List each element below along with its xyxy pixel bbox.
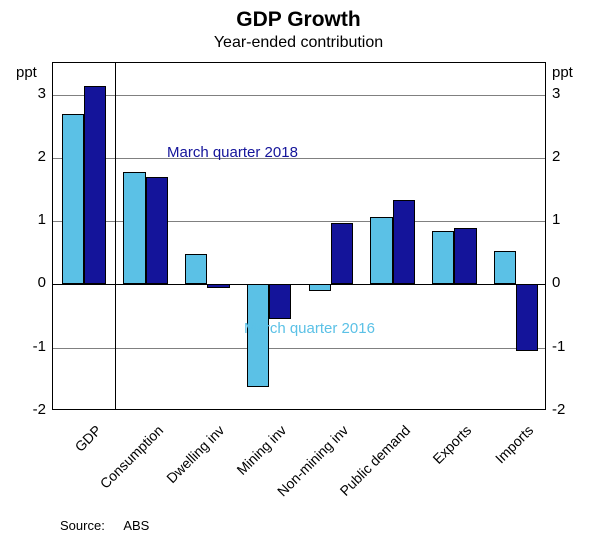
- category-separator: [115, 63, 116, 409]
- y-tick-left: 0: [22, 274, 46, 291]
- y-tick-right: 2: [552, 148, 560, 165]
- bar: [494, 251, 516, 285]
- bar: [185, 254, 207, 284]
- zero-axis: [53, 284, 545, 285]
- bar: [123, 172, 145, 285]
- bar: [393, 200, 415, 284]
- bar: [432, 231, 454, 285]
- y-unit-right: ppt: [552, 64, 573, 81]
- y-tick-left: 1: [22, 211, 46, 228]
- source-label: Source:: [60, 518, 105, 533]
- source-value: ABS: [123, 518, 149, 533]
- bar: [454, 228, 476, 285]
- y-tick-right: -2: [552, 401, 565, 418]
- y-tick-right: 0: [552, 274, 560, 291]
- y-tick-left: -2: [22, 401, 46, 418]
- chart-title: GDP Growth: [0, 0, 597, 32]
- y-tick-left: 2: [22, 148, 46, 165]
- y-unit-left: ppt: [16, 64, 37, 81]
- y-tick-right: 1: [552, 211, 560, 228]
- y-tick-right: -1: [552, 338, 565, 355]
- plot-area: [52, 62, 546, 410]
- y-tick-right: 3: [552, 85, 560, 102]
- bar: [84, 86, 106, 285]
- bar: [269, 284, 291, 319]
- series-label-2016: March quarter 2016: [244, 320, 375, 337]
- bar: [62, 114, 84, 285]
- bar: [516, 284, 538, 350]
- bar: [146, 177, 168, 285]
- gridline: [53, 95, 545, 96]
- bar: [331, 223, 353, 284]
- gridline: [53, 348, 545, 349]
- y-tick-left: 3: [22, 85, 46, 102]
- bar: [370, 217, 392, 284]
- y-tick-left: -1: [22, 338, 46, 355]
- gridline: [53, 158, 545, 159]
- bar: [309, 284, 331, 290]
- bar: [207, 284, 229, 288]
- series-label-2018: March quarter 2018: [167, 144, 298, 161]
- chart-subtitle: Year-ended contribution: [0, 32, 597, 52]
- source-line: Source: ABS: [60, 518, 149, 533]
